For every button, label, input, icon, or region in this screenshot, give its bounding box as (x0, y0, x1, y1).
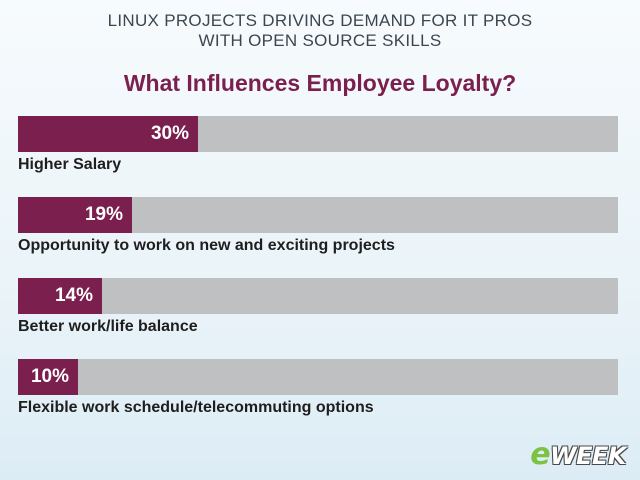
bar-value-label: 19% (84, 204, 123, 225)
eweek-logo: eWEEK (530, 437, 626, 472)
bar (18, 197, 132, 233)
bar (18, 116, 198, 152)
bar-track: 30% (18, 116, 618, 152)
category-label: Higher Salary (18, 156, 122, 173)
bar (18, 359, 78, 395)
bar-track: 14% (18, 278, 618, 314)
header-line-1: LINUX PROJECTS DRIVING DEMAND FOR IT PRO… (107, 11, 533, 30)
bar (18, 278, 102, 314)
bar-value-label: 30% (150, 123, 189, 144)
bar-track: 19% (18, 197, 618, 233)
bar-track: 10% (18, 359, 618, 395)
header-line-2: WITH OPEN SOURCE SKILLS (198, 31, 442, 50)
category-label: Flexible work schedule/telecommuting opt… (18, 399, 374, 416)
category-label: Better work/life balance (18, 318, 198, 335)
category-label: Opportunity to work on new and exciting … (18, 237, 395, 254)
bar-value-label: 10% (30, 366, 69, 387)
chart-title: What Influences Employee Loyalty? (123, 70, 517, 96)
bar-value-label: 14% (54, 285, 93, 306)
